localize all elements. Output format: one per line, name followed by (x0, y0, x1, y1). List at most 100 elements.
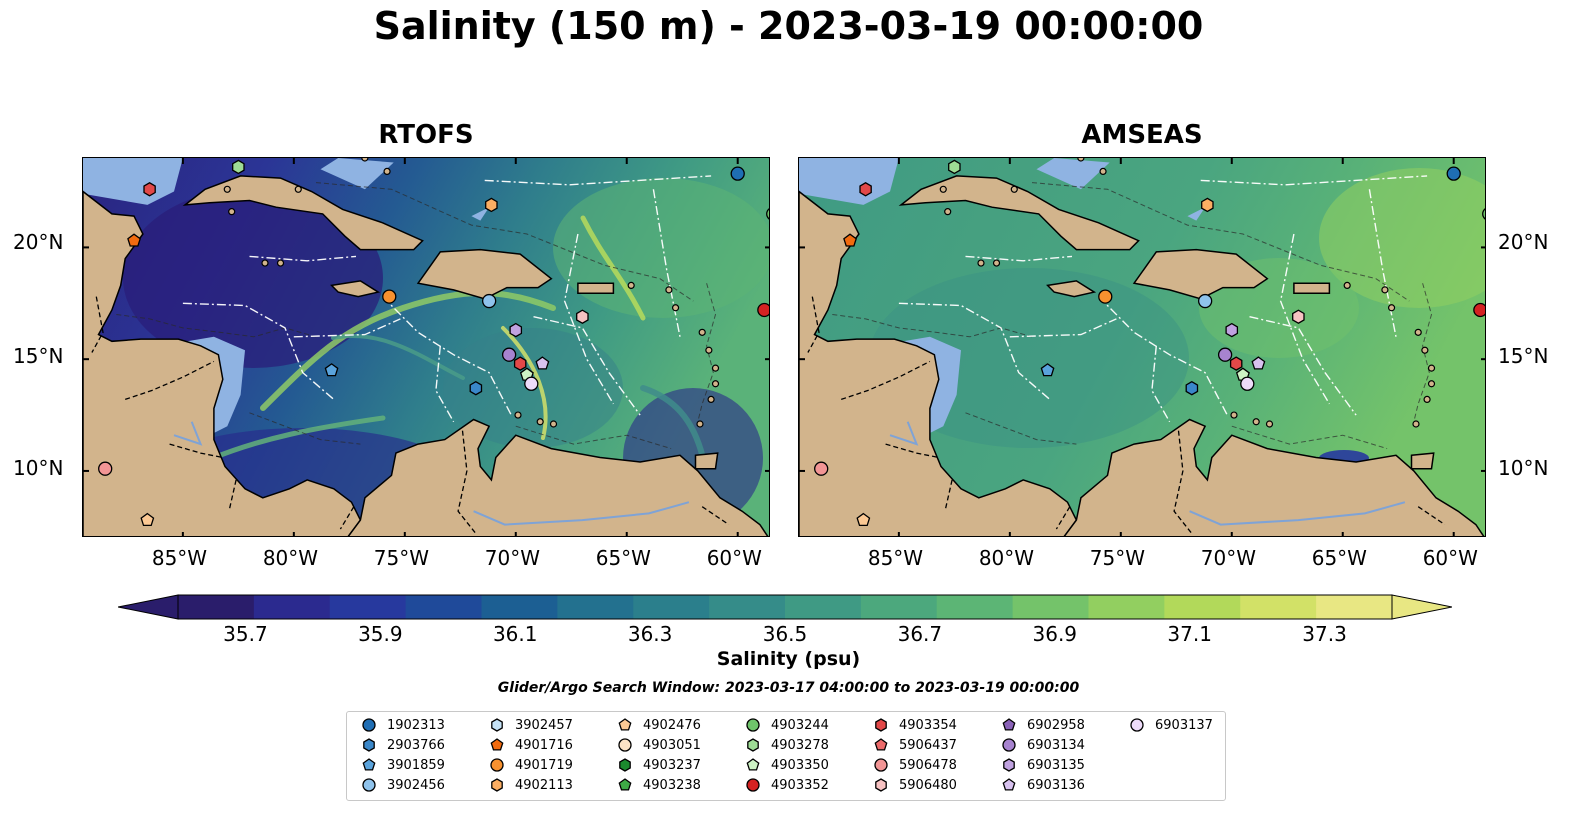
colorbar-extend-max (1391, 594, 1453, 620)
float-marker-1902313[interactable] (730, 166, 745, 181)
hexagon-marker-icon (491, 718, 503, 732)
float-marker-4903354[interactable] (859, 182, 872, 197)
country-border (1173, 430, 1193, 534)
legend-item: 4902476 (617, 716, 701, 734)
eez-boundary (1249, 316, 1357, 416)
float-marker-2903766[interactable] (1185, 380, 1199, 396)
float-marker-4903354[interactable] (143, 182, 156, 197)
float-marker-4901719[interactable] (1098, 289, 1113, 304)
country-border (457, 430, 477, 534)
float-marker-1902313[interactable] (1446, 166, 1461, 181)
float-marker-3901859[interactable] (1040, 363, 1055, 377)
float-marker-3901859[interactable] (324, 363, 339, 377)
float-marker-6903136[interactable] (1251, 356, 1266, 370)
float-marker-5906478[interactable] (814, 461, 829, 476)
small-island (1414, 328, 1422, 336)
eez-boundary (382, 296, 512, 416)
float-marker-6903134[interactable] (1217, 347, 1233, 362)
float-marker-6903134[interactable] (501, 347, 517, 362)
country-border (1055, 506, 1071, 530)
legend-label: 1902313 (387, 717, 445, 733)
small-island (536, 418, 544, 426)
small-island (228, 208, 236, 216)
small-island (1423, 395, 1431, 404)
eez-boundary (533, 316, 641, 416)
float-marker-5906480[interactable] (1292, 309, 1305, 324)
lon-tick-label: 70°W (1200, 546, 1256, 570)
depth-contour (1031, 182, 1410, 302)
float-marker-6903137[interactable] (524, 376, 539, 391)
lon-tick-label: 65°W (1311, 546, 1367, 570)
map-svg (799, 158, 1486, 536)
float-marker-5906480[interactable] (576, 309, 589, 324)
colorbar-tick-label: 35.7 (223, 622, 268, 646)
legend-label: 4903354 (899, 717, 957, 733)
float-marker-4902476[interactable] (140, 512, 155, 527)
pentagon-marker-icon (746, 758, 760, 771)
float-marker-3902456[interactable] (481, 293, 497, 309)
depth-contour (1413, 283, 1433, 422)
float-marker-4903352[interactable] (757, 302, 770, 318)
hexagon-marker-icon (491, 778, 503, 792)
hexagon-marker-icon (875, 718, 887, 732)
colorbar-segment (405, 595, 482, 619)
small-island (992, 259, 1001, 267)
eez-boundary (898, 302, 1051, 400)
country-border (701, 506, 730, 526)
colorbar-segment (1316, 595, 1393, 619)
eez-boundary (1009, 318, 1117, 338)
shallow-shelf (83, 158, 183, 205)
float-marker-4903354[interactable] (513, 356, 527, 371)
float-marker-6903135[interactable] (1225, 322, 1239, 338)
shallow-shelf (1036, 158, 1110, 190)
float-marker-4902476[interactable] (856, 512, 871, 527)
legend-label: 3902457 (515, 717, 573, 733)
small-island (1427, 380, 1436, 388)
legend-label: 6903135 (1027, 757, 1085, 773)
colorbar-segment (1012, 595, 1089, 619)
float-marker-6903135[interactable] (509, 322, 523, 338)
float-marker-4903354[interactable] (1229, 356, 1243, 371)
float-marker-4903278[interactable] (948, 159, 961, 175)
float-marker-4903352[interactable] (1473, 302, 1486, 318)
eez-boundary (293, 318, 401, 338)
small-island (1387, 304, 1396, 312)
small-island (705, 346, 713, 354)
colorbar (117, 594, 1453, 620)
float-marker-6903136[interactable] (535, 356, 550, 370)
legend-item: 2903766 (361, 736, 445, 754)
eez-boundary (249, 255, 357, 262)
lake (173, 421, 203, 446)
colorbar-tick-label: 37.3 (1302, 622, 1347, 646)
legend-item: 6903136 (1001, 776, 1085, 794)
float-marker-3902456[interactable] (1197, 293, 1213, 309)
colorbar-segment (557, 595, 634, 619)
legend-label: 5906437 (899, 737, 957, 753)
map-panel-amseas[interactable] (798, 157, 1486, 537)
colorbar-segment (709, 595, 786, 619)
map-panel-rtofs[interactable] (82, 157, 770, 537)
lat-tick-label: 10°N (13, 456, 64, 480)
float-marker-4902113[interactable] (1201, 197, 1214, 213)
float-marker-4903244[interactable] (1482, 207, 1486, 220)
float-marker-4901716[interactable] (127, 233, 141, 247)
float-marker-4902113[interactable] (485, 197, 498, 213)
small-island (383, 167, 391, 176)
float-marker-4903244[interactable] (766, 207, 770, 220)
float-marker-5906478[interactable] (98, 461, 113, 476)
float-marker-4903278[interactable] (232, 159, 245, 175)
lon-tick-label: 80°W (978, 546, 1035, 570)
legend-label: 5906478 (899, 757, 957, 773)
small-island (1421, 346, 1429, 354)
colorbar-segment (1088, 595, 1165, 619)
float-marker-6903137[interactable] (1240, 376, 1255, 391)
colorbar-segment (1164, 595, 1241, 619)
land-hispaniola (416, 248, 553, 300)
hexagon-marker-icon (747, 738, 759, 752)
small-island (549, 420, 558, 428)
float-marker-4901716[interactable] (843, 233, 857, 247)
float-marker-2903766[interactable] (469, 380, 483, 396)
float-marker-4901719[interactable] (382, 289, 397, 304)
small-island (1230, 411, 1238, 419)
land-puerto-rico (577, 282, 615, 294)
